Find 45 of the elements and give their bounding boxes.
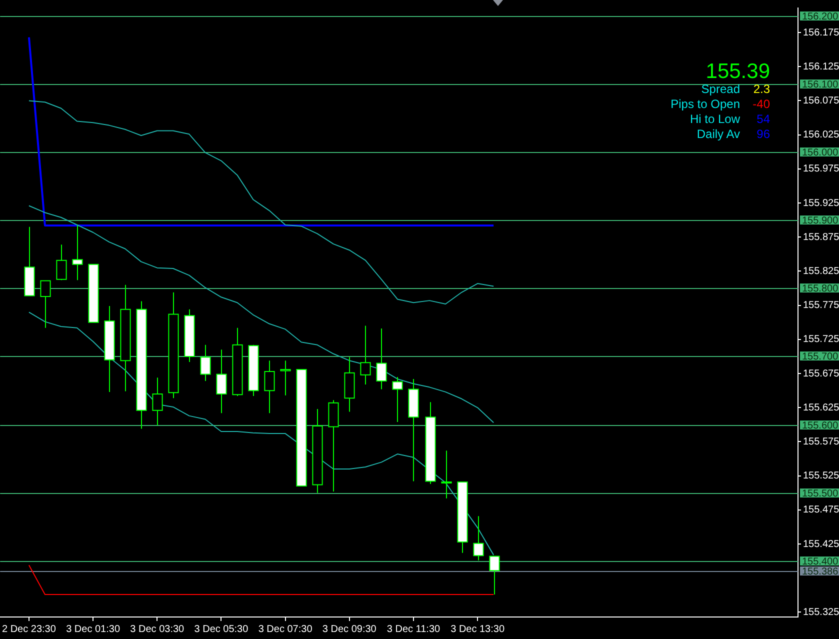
text: 155.39 — [706, 60, 770, 84]
ref-line-label: 155.400 — [802, 556, 839, 568]
y-tick-label: 155.325 — [803, 606, 839, 618]
ref-line-label: 155.500 — [802, 488, 839, 500]
y-tick-label: 155.625 — [803, 402, 839, 414]
y-tick-label: 155.575 — [803, 436, 839, 448]
x-tick-label: 3 Dec 03:30 — [130, 624, 185, 635]
y-tick-label: 155.425 — [803, 538, 839, 550]
candlestick — [216, 349, 227, 414]
text: 96 — [756, 127, 770, 142]
y-tick-label: 155.725 — [803, 334, 839, 346]
text: -40 — [752, 97, 770, 112]
text: 54 — [756, 112, 770, 127]
text: 2.3 — [752, 82, 770, 97]
y-tick-label: 155.975 — [803, 164, 839, 175]
y-tick-label: 156.025 — [803, 130, 839, 141]
y-tick-label: 155.825 — [803, 266, 839, 277]
x-tick-label: 3 Dec 07:30 — [258, 624, 313, 635]
x-tick-label: 3 Dec 13:30 — [450, 624, 505, 635]
y-tick-label: 155.675 — [803, 368, 839, 380]
ref-line-label: 155.700 — [802, 351, 839, 362]
ref-line-label: 155.386 — [802, 566, 839, 578]
x-tick-label: 3 Dec 05:30 — [194, 624, 249, 635]
y-tick-label: 156.125 — [803, 61, 839, 72]
x-tick-label: 3 Dec 11:30 — [386, 624, 441, 635]
x-tick-label: 2 Dec 23:30 — [2, 624, 56, 635]
y-tick-label: 155.925 — [803, 198, 839, 209]
y-tick-label: 155.475 — [803, 504, 839, 516]
ref-line-label: 156.100 — [802, 79, 839, 90]
ref-line-label: 156.200 — [802, 11, 839, 22]
ref-line-label: 155.900 — [802, 215, 839, 226]
y-tick-label: 155.775 — [803, 300, 839, 312]
ref-line-label: 155.800 — [802, 283, 839, 294]
text: Daily Av — [696, 127, 740, 142]
ref-line-label: 156.000 — [802, 147, 839, 158]
y-tick-label: 155.875 — [803, 232, 839, 243]
text: Spread — [701, 82, 740, 97]
text: Hi to Low — [690, 112, 740, 127]
y-tick-label: 156.175 — [803, 27, 839, 38]
x-tick-label: 3 Dec 01:30 — [66, 624, 120, 635]
y-tick-label: 155.525 — [803, 470, 839, 482]
ref-line-label: 155.600 — [802, 420, 839, 432]
y-tick-label: 156.075 — [803, 96, 839, 106]
x-tick-label: 3 Dec 09:30 — [322, 624, 377, 635]
text: Pips to Open — [670, 97, 740, 112]
